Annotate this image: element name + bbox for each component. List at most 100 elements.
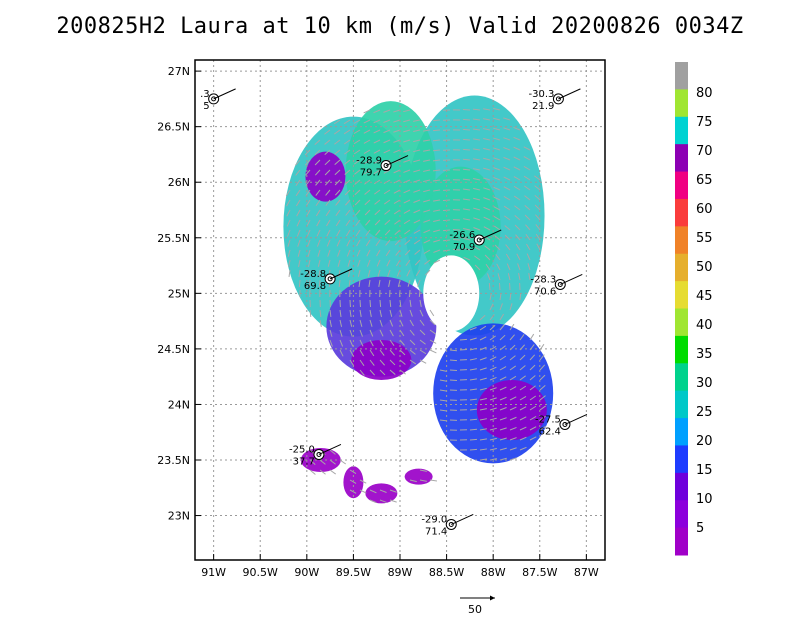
- wind-vector: [483, 216, 491, 221]
- station-speed: 62.4: [539, 426, 561, 437]
- wind-vector: [479, 367, 487, 371]
- wind-vector: [304, 159, 311, 166]
- wind-vector: [473, 138, 481, 141]
- wind-vector: [367, 269, 371, 277]
- wind-vector: [329, 449, 336, 455]
- wind-vector: [288, 259, 291, 267]
- wind-vector: [423, 209, 431, 213]
- colorbar-segment: [675, 198, 688, 227]
- wind-vector: [374, 189, 381, 195]
- wind-vector: [329, 319, 332, 327]
- wind-vector: [488, 282, 491, 291]
- wind-vector: [364, 179, 371, 185]
- wind-vector: [344, 169, 351, 175]
- wind-vector: [472, 118, 481, 121]
- wind-vector: [359, 489, 367, 494]
- colorbar-label: 65: [696, 173, 713, 188]
- wind-vector: [413, 189, 421, 193]
- wind-vector: [493, 107, 501, 111]
- wind-vector: [409, 329, 415, 336]
- wind-vector: [489, 376, 497, 381]
- wind-vector: [358, 279, 361, 288]
- wind-vector: [344, 189, 351, 196]
- wind-vector: [329, 469, 336, 475]
- wind-vector: [287, 249, 291, 257]
- wind-vector: [516, 253, 521, 261]
- wind-vector: [295, 179, 301, 186]
- wind-vector: [489, 448, 497, 451]
- wind-vector: [325, 199, 331, 206]
- wind-vector: [365, 219, 371, 226]
- wind-vector: [319, 309, 322, 318]
- wind-vector: [469, 418, 478, 421]
- wind-vector: [539, 385, 546, 391]
- wind-vector: [315, 209, 321, 217]
- wind-vector: [409, 359, 417, 365]
- wind-vector: [469, 428, 478, 431]
- wind-vector: [413, 239, 421, 245]
- wind-vector: [424, 269, 431, 276]
- wind-vector: [493, 167, 501, 171]
- wind-vector: [509, 386, 517, 391]
- wind-vector: [319, 319, 322, 327]
- wind-vector: [503, 127, 511, 131]
- wind-vector: [329, 339, 333, 347]
- station-temp: -28.8: [300, 269, 326, 280]
- station-temp: -26.6: [449, 230, 475, 241]
- wind-vector: [519, 446, 527, 451]
- wind-vector: [513, 156, 521, 161]
- wind-vector: [389, 299, 392, 308]
- wind-vector: [423, 189, 431, 193]
- wind-vector: [432, 149, 441, 152]
- wind-vector: [409, 339, 416, 346]
- wind-vector: [384, 219, 391, 226]
- wind-vector: [483, 206, 491, 211]
- wind-vector: [432, 179, 441, 182]
- station-temp: -28.9: [356, 156, 382, 167]
- wind-vector: [369, 309, 372, 317]
- y-tick-label: 23N: [168, 510, 190, 523]
- wind-vector: [334, 179, 341, 186]
- wind-vector: [363, 109, 371, 114]
- wind-vector: [389, 329, 394, 337]
- wind-vector: [509, 323, 515, 331]
- wind-vector: [525, 224, 531, 231]
- colorbar-label: 55: [696, 231, 713, 246]
- station-temp: -29.0: [421, 514, 447, 525]
- wind-vector: [463, 237, 471, 241]
- wind-vector: [459, 338, 468, 341]
- wind-vector: [489, 324, 496, 331]
- wind-vector: [419, 329, 426, 336]
- wind-vector: [334, 139, 341, 145]
- wind-vector: [419, 339, 426, 345]
- wind-vector: [395, 259, 401, 267]
- wind-vector: [479, 377, 487, 381]
- wind-vector: [308, 269, 311, 277]
- swath-patch: [351, 340, 412, 380]
- wind-vector: [403, 199, 411, 204]
- wind-vector: [503, 117, 511, 121]
- wind-vector: [469, 388, 477, 391]
- wind-vector: [513, 185, 521, 191]
- wind-vector: [523, 156, 531, 161]
- colorbar: 5 10 15 20 25 30 35 40 45 50 55 60 65 70 75 80: [675, 62, 713, 556]
- wind-vector: [503, 196, 511, 201]
- wind-vector: [307, 249, 311, 257]
- wind-vector: [393, 189, 401, 194]
- wind-vector: [373, 139, 381, 144]
- wind-vector: [419, 299, 422, 307]
- wind-vector: [375, 239, 381, 247]
- wind-vector: [539, 405, 546, 411]
- dropsonde-stations: .35-30.321.9-28.979.7-26.670.9-28.869.8-…: [200, 88, 588, 537]
- wind-vector: [373, 149, 381, 154]
- colorbar-segment: [675, 253, 688, 282]
- wind-vector: [326, 229, 331, 237]
- wind-vector: [509, 334, 515, 341]
- wind-vector: [483, 108, 491, 111]
- wind-vector: [355, 229, 361, 237]
- wind-vector: [335, 199, 341, 206]
- wind-vector: [509, 292, 512, 301]
- wind-vector: [474, 264, 481, 271]
- wind-vector: [524, 195, 531, 201]
- wind-vector: [414, 259, 421, 266]
